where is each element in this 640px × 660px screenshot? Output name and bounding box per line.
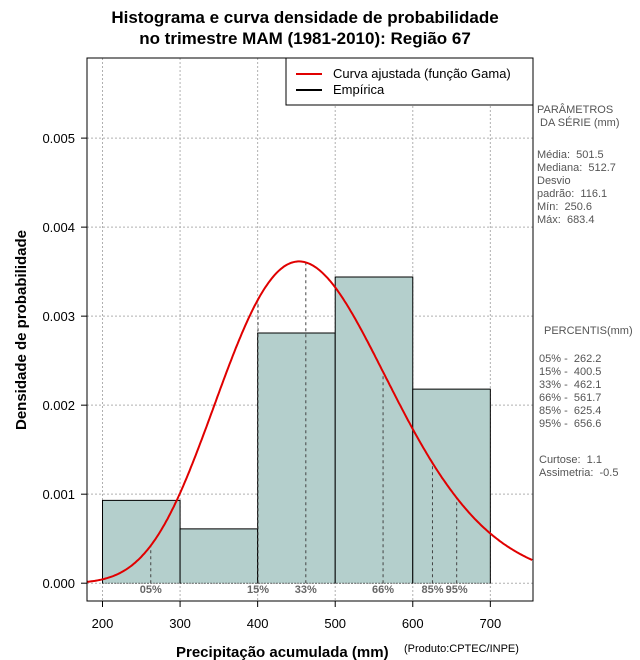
legend-empirical-label: Empírica xyxy=(333,82,385,97)
percentile-label: 95% xyxy=(446,584,468,596)
x-axis-ticks: 200 300 400 500 600 700 xyxy=(92,601,501,631)
y-tick-label: 0.002 xyxy=(42,398,75,413)
x-tick-label: 300 xyxy=(169,616,191,631)
percentiles-values: 05% - 262.2 15% - 400.5 33% - 462.1 66% … xyxy=(539,353,602,430)
y-tick-label: 0.001 xyxy=(42,487,75,502)
histogram-bars xyxy=(102,276,491,584)
percentile-labels: 05% 15% 33% 66% 85% 95% xyxy=(140,584,468,596)
histogram-bar-outline xyxy=(412,388,491,584)
series-params-values: Média: 501.5 Mediana: 512.7 Desvio padrã… xyxy=(537,149,616,226)
y-tick-label: 0.005 xyxy=(42,131,75,146)
shape-stats-values: Curtose: 1.1 Assimetria: -0.5 xyxy=(539,454,619,479)
x-tick-label: 700 xyxy=(479,616,501,631)
percentiles-header: PERCENTIS(mm) xyxy=(544,325,633,337)
chart-title-line2: no trimestre MAM (1981-2010): Região 67 xyxy=(139,29,471,48)
product-credit: (Produto:CPTEC/INPE) xyxy=(404,643,519,655)
legend: Curva ajustada (função Gama) Empírica xyxy=(285,57,534,106)
chart-title-line1: Histograma e curva densidade de probabil… xyxy=(111,8,499,27)
percentile-lines xyxy=(150,262,458,584)
x-tick-label: 400 xyxy=(247,616,269,631)
x-axis-label: Precipitação acumulada (mm) xyxy=(176,644,389,660)
x-tick-label: 500 xyxy=(324,616,346,631)
histogram-bar-fill xyxy=(257,333,336,584)
percentile-label: 66% xyxy=(372,584,394,596)
y-axis-ticks: 0.000 0.001 0.002 0.003 0.004 0.005 xyxy=(42,131,87,591)
percentile-label: 15% xyxy=(247,584,269,596)
percentile-label: 85% xyxy=(421,584,443,596)
histogram-bar-fill xyxy=(335,276,413,584)
x-tick-label: 600 xyxy=(402,616,424,631)
gamma-curve xyxy=(86,260,533,583)
percentile-label: 33% xyxy=(295,584,317,596)
histogram-bar-fill xyxy=(412,389,491,584)
y-tick-label: 0.004 xyxy=(42,220,75,235)
histogram-bar-fill xyxy=(180,528,258,584)
y-axis-label: Densidade de probabilidade xyxy=(13,230,30,430)
x-tick-label: 200 xyxy=(92,616,114,631)
y-tick-label: 0.003 xyxy=(42,309,75,324)
y-tick-label: 0.000 xyxy=(42,576,75,591)
histogram-bar-fill xyxy=(102,500,181,584)
legend-box xyxy=(285,57,534,106)
series-params-header: PARÂMETROS DA SÉRIE (mm) xyxy=(537,104,620,129)
percentile-label: 05% xyxy=(140,584,162,596)
legend-curve-label: Curva ajustada (função Gama) xyxy=(333,66,511,81)
